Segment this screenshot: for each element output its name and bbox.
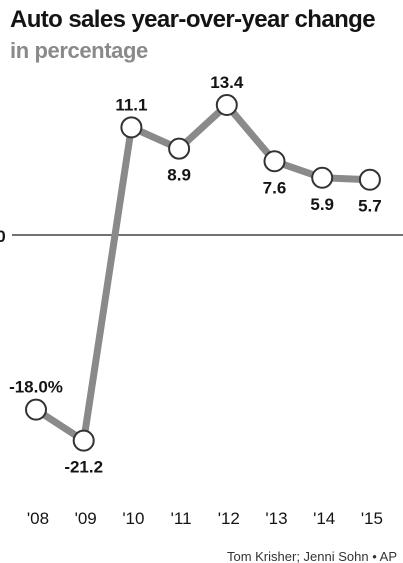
data-point	[311, 166, 334, 189]
data-point	[72, 429, 95, 452]
data-point	[263, 150, 286, 173]
x-tick-label: '12	[218, 509, 240, 528]
data-point	[358, 168, 381, 191]
data-label: -18.0%	[9, 378, 63, 397]
data-label: 8.9	[167, 166, 191, 185]
x-tick-label: '13	[265, 509, 287, 528]
x-tick-label: '14	[313, 509, 335, 528]
x-tick-label: '08	[27, 509, 49, 528]
data-label: -21.2	[64, 458, 103, 477]
x-tick-label: '15	[361, 509, 383, 528]
data-point	[25, 398, 47, 421]
data-point	[168, 137, 191, 160]
data-label: 13.4	[210, 73, 244, 92]
data-label: 7.6	[263, 178, 287, 197]
data-label: 5.7	[358, 197, 382, 216]
zero-label: 0	[0, 227, 6, 246]
data-point	[215, 94, 238, 117]
x-tick-label: '11	[171, 509, 192, 528]
data-label: 5.9	[310, 195, 334, 214]
data-label: 11.1	[115, 95, 147, 114]
data-point	[120, 116, 143, 139]
x-tick-label: '10	[122, 509, 144, 528]
chart-title: Auto sales year-over-year change	[10, 6, 376, 33]
series-line	[32, 101, 374, 445]
x-tick-label: '09	[75, 509, 97, 528]
chart-subtitle: in percentage	[10, 38, 148, 63]
credit-line: Tom Krisher; Jenni Sohn • AP	[226, 549, 397, 563]
